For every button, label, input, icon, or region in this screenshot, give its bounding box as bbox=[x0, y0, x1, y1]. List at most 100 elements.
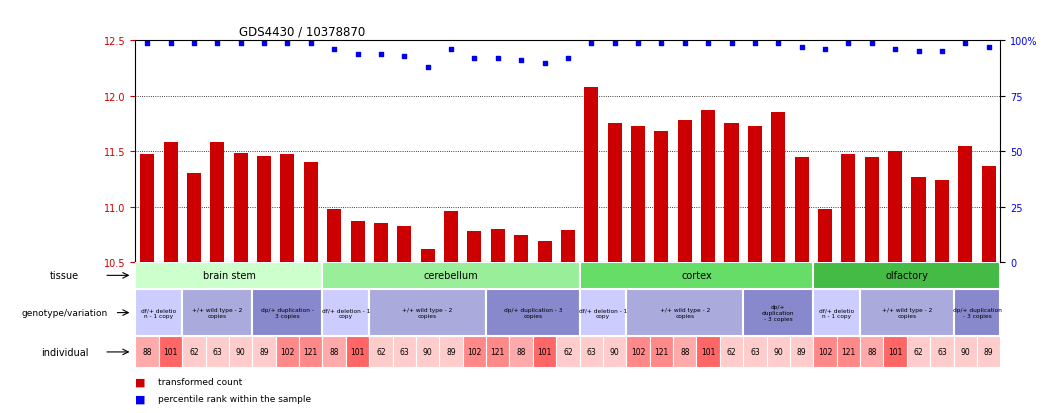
Bar bbox=[912, 177, 925, 262]
Bar bbox=[603, 337, 626, 368]
Point bbox=[582, 40, 599, 47]
Bar bbox=[257, 156, 271, 262]
Text: 62: 62 bbox=[726, 348, 737, 356]
Text: 102: 102 bbox=[467, 348, 481, 356]
Bar bbox=[860, 337, 884, 368]
Text: GDS4430 / 10378870: GDS4430 / 10378870 bbox=[240, 26, 366, 39]
Bar bbox=[888, 152, 902, 262]
Bar bbox=[440, 337, 463, 368]
Bar bbox=[463, 337, 486, 368]
Bar bbox=[350, 221, 365, 262]
Bar bbox=[654, 132, 668, 262]
Point bbox=[606, 40, 623, 47]
Text: 63: 63 bbox=[587, 348, 596, 356]
Text: percentile rank within the sample: percentile rank within the sample bbox=[158, 394, 312, 403]
Text: 101: 101 bbox=[888, 348, 902, 356]
Text: 89: 89 bbox=[984, 348, 993, 356]
Text: 90: 90 bbox=[235, 348, 246, 356]
Text: 121: 121 bbox=[303, 348, 318, 356]
Bar bbox=[280, 155, 295, 262]
Bar bbox=[579, 262, 814, 289]
Bar bbox=[182, 289, 252, 337]
Text: ■: ■ bbox=[135, 377, 146, 387]
Bar bbox=[369, 337, 393, 368]
Point bbox=[981, 45, 997, 51]
Bar bbox=[532, 337, 556, 368]
Text: 88: 88 bbox=[680, 348, 690, 356]
Bar bbox=[182, 337, 205, 368]
Bar bbox=[397, 227, 412, 262]
Bar bbox=[369, 289, 486, 337]
Bar bbox=[795, 157, 809, 262]
Text: tissue: tissue bbox=[50, 271, 79, 281]
Bar bbox=[510, 337, 532, 368]
Bar bbox=[814, 289, 860, 337]
Bar bbox=[884, 337, 907, 368]
Bar bbox=[673, 337, 696, 368]
Text: cerebellum: cerebellum bbox=[424, 271, 478, 281]
Bar bbox=[720, 337, 743, 368]
Text: df/+ deletio
n - 1 copy: df/+ deletio n - 1 copy bbox=[142, 307, 176, 318]
Text: transformed count: transformed count bbox=[158, 377, 243, 387]
Text: 90: 90 bbox=[773, 348, 784, 356]
Point bbox=[910, 49, 926, 56]
Bar bbox=[322, 289, 369, 337]
Bar bbox=[982, 166, 996, 262]
Text: 90: 90 bbox=[610, 348, 620, 356]
Bar bbox=[959, 146, 972, 262]
Text: olfactory: olfactory bbox=[886, 271, 928, 281]
Point bbox=[396, 53, 413, 60]
Text: 90: 90 bbox=[423, 348, 432, 356]
Bar bbox=[205, 337, 229, 368]
Bar bbox=[626, 337, 650, 368]
Point bbox=[373, 51, 390, 58]
Point bbox=[840, 40, 857, 47]
Text: 63: 63 bbox=[213, 348, 222, 356]
Bar bbox=[164, 143, 177, 262]
Bar bbox=[374, 223, 388, 262]
Point bbox=[279, 40, 296, 47]
Bar bbox=[626, 289, 743, 337]
Point bbox=[443, 47, 460, 53]
Point bbox=[957, 40, 973, 47]
Point bbox=[537, 60, 553, 67]
Text: dp/+ duplication
- 3 copies: dp/+ duplication - 3 copies bbox=[952, 307, 1001, 318]
Bar bbox=[607, 124, 622, 262]
Point bbox=[185, 40, 202, 47]
Text: df/+ deletion - 1
copy: df/+ deletion - 1 copy bbox=[322, 307, 370, 318]
Text: 90: 90 bbox=[961, 348, 970, 356]
Bar bbox=[561, 230, 575, 262]
Bar bbox=[860, 289, 953, 337]
Bar bbox=[276, 337, 299, 368]
Text: 62: 62 bbox=[189, 348, 199, 356]
Text: cortex: cortex bbox=[681, 271, 712, 281]
Bar bbox=[514, 236, 528, 262]
Bar bbox=[701, 111, 715, 262]
Point bbox=[513, 58, 529, 64]
Text: 62: 62 bbox=[563, 348, 573, 356]
Bar bbox=[579, 337, 603, 368]
Text: 62: 62 bbox=[914, 348, 923, 356]
Point bbox=[326, 47, 343, 53]
Bar bbox=[416, 337, 440, 368]
Point bbox=[466, 56, 482, 62]
Bar bbox=[696, 337, 720, 368]
Bar bbox=[724, 124, 739, 262]
Point bbox=[793, 45, 810, 51]
Bar bbox=[421, 249, 435, 262]
Bar bbox=[252, 337, 276, 368]
Text: 89: 89 bbox=[446, 348, 455, 356]
Bar bbox=[304, 163, 318, 262]
Bar bbox=[837, 337, 860, 368]
Text: +/+ wild type - 2
copies: +/+ wild type - 2 copies bbox=[660, 307, 710, 318]
Point bbox=[723, 40, 740, 47]
Bar bbox=[229, 337, 252, 368]
Bar bbox=[491, 229, 504, 262]
Text: 88: 88 bbox=[517, 348, 526, 356]
Text: +/+ wild type - 2
copies: +/+ wild type - 2 copies bbox=[882, 307, 932, 318]
Text: dp/+ duplication -
3 copies: dp/+ duplication - 3 copies bbox=[260, 307, 314, 318]
Text: 63: 63 bbox=[937, 348, 947, 356]
Point bbox=[302, 40, 319, 47]
Bar bbox=[135, 262, 322, 289]
Point bbox=[209, 40, 226, 47]
